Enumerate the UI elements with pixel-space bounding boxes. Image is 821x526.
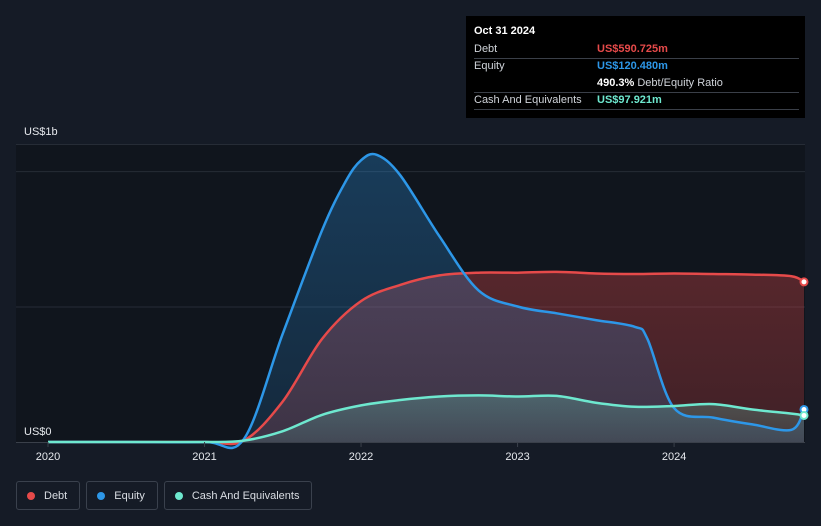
cash-endpoint	[799, 410, 809, 420]
tooltip-value: US$120.480m	[597, 60, 668, 72]
legend-dot-icon	[97, 491, 106, 500]
y-axis-bottom-label: US$0	[24, 426, 52, 438]
tooltip-value: US$97.921m	[597, 94, 662, 106]
legend: Debt Equity Cash And Equivalents	[16, 481, 313, 510]
tooltip-ratio-value: 490.3%	[597, 77, 635, 89]
cash-area	[48, 395, 804, 443]
legend-item-cash[interactable]: Cash And Equivalents	[163, 481, 313, 510]
x-tick-label: 2023	[505, 451, 529, 463]
x-axis: 2020 2021 2022 2023 2024	[36, 442, 686, 463]
tooltip-panel: Oct 31 2024 Debt US$590.725m Equity US$1…	[466, 16, 805, 118]
x-tick-label: 2024	[662, 451, 686, 463]
tooltip-value: US$590.725m	[597, 43, 668, 55]
legend-item-debt[interactable]: Debt	[16, 481, 81, 510]
tooltip-divider	[474, 58, 799, 59]
legend-label: Debt	[44, 489, 68, 502]
legend-label: Equity	[114, 489, 145, 502]
debt-endpoint	[799, 277, 809, 287]
tooltip-label: Equity	[474, 60, 505, 72]
cash-line	[48, 394, 805, 444]
legend-dot-icon	[27, 491, 35, 500]
legend-dot-icon	[174, 491, 183, 500]
tooltip-divider	[474, 109, 799, 110]
series-lines	[48, 152, 806, 450]
equity-area	[48, 153, 804, 448]
y-axis-top-label: US$1b	[24, 126, 58, 138]
equity-line	[48, 152, 806, 450]
legend-item-equity[interactable]: Equity	[86, 481, 158, 510]
tooltip-label: Cash And Equivalents	[474, 94, 582, 106]
tooltip-row-cash: Cash And Equivalents US$97.921m	[466, 92, 805, 109]
tooltip-row-debt: Debt US$590.725m	[466, 41, 805, 58]
tooltip-row-ratio: 490.3% Debt/Equity Ratio	[466, 75, 805, 92]
tooltip-divider	[474, 92, 799, 93]
x-tick-label: 2020	[36, 451, 60, 463]
tooltip-ratio-label: Debt/Equity Ratio	[637, 77, 723, 89]
series-endpoints	[799, 277, 809, 420]
tooltip-row-equity: Equity US$120.480m	[466, 58, 805, 75]
legend-label: Cash And Equivalents	[191, 489, 300, 502]
tooltip-label: Debt	[474, 43, 498, 55]
tooltip-date: Oct 31 2024	[474, 25, 536, 37]
series-areas	[48, 153, 804, 448]
x-tick-label: 2021	[192, 451, 216, 463]
x-tick-label: 2022	[349, 451, 373, 463]
tooltip-ratio: 490.3% Debt/Equity Ratio	[597, 77, 723, 89]
